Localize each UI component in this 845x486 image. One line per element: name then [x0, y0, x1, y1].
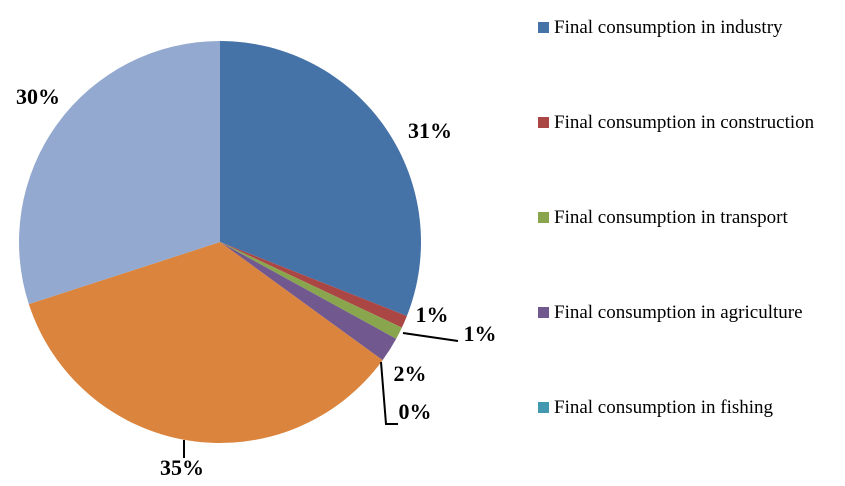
data-label: 1% — [464, 321, 497, 346]
data-label: 0% — [399, 399, 432, 424]
data-label: 1% — [416, 302, 449, 327]
legend-item: Final consumption in agriculture — [538, 299, 843, 327]
data-label: 35% — [160, 455, 204, 480]
legend-label: Final consumption in agriculture — [554, 302, 803, 323]
leader-line — [380, 361, 398, 425]
legend-swatch — [538, 307, 549, 318]
pie-slice — [220, 242, 402, 339]
legend-label: Final consumption in construction — [554, 112, 815, 133]
leader-line — [402, 332, 459, 342]
pie-slice — [220, 41, 421, 316]
data-label: 30% — [16, 84, 60, 109]
legend-item: Final consumption in construction — [538, 109, 843, 137]
legend-item: Final consumption in transport — [538, 204, 843, 232]
legend-swatch — [538, 402, 549, 413]
data-label: 2% — [394, 361, 427, 386]
legend-label: Final consumption in industry — [554, 17, 783, 38]
pie-slice — [220, 242, 397, 361]
legend-item: Final consumption in industry — [538, 14, 843, 42]
pie-slice — [28, 242, 383, 443]
data-label: 31% — [408, 118, 452, 143]
pie-slice — [220, 242, 407, 328]
pie-slice — [220, 242, 383, 361]
legend-swatch — [538, 212, 549, 223]
pie-slice — [18, 41, 220, 305]
legend-swatch — [538, 22, 549, 33]
legend-label: Final consumption in fishing — [554, 397, 774, 418]
legend-item: Final consumption in fishing — [538, 394, 843, 422]
legend-label: Final consumption in transport — [554, 207, 788, 228]
legend-swatch — [538, 117, 549, 128]
